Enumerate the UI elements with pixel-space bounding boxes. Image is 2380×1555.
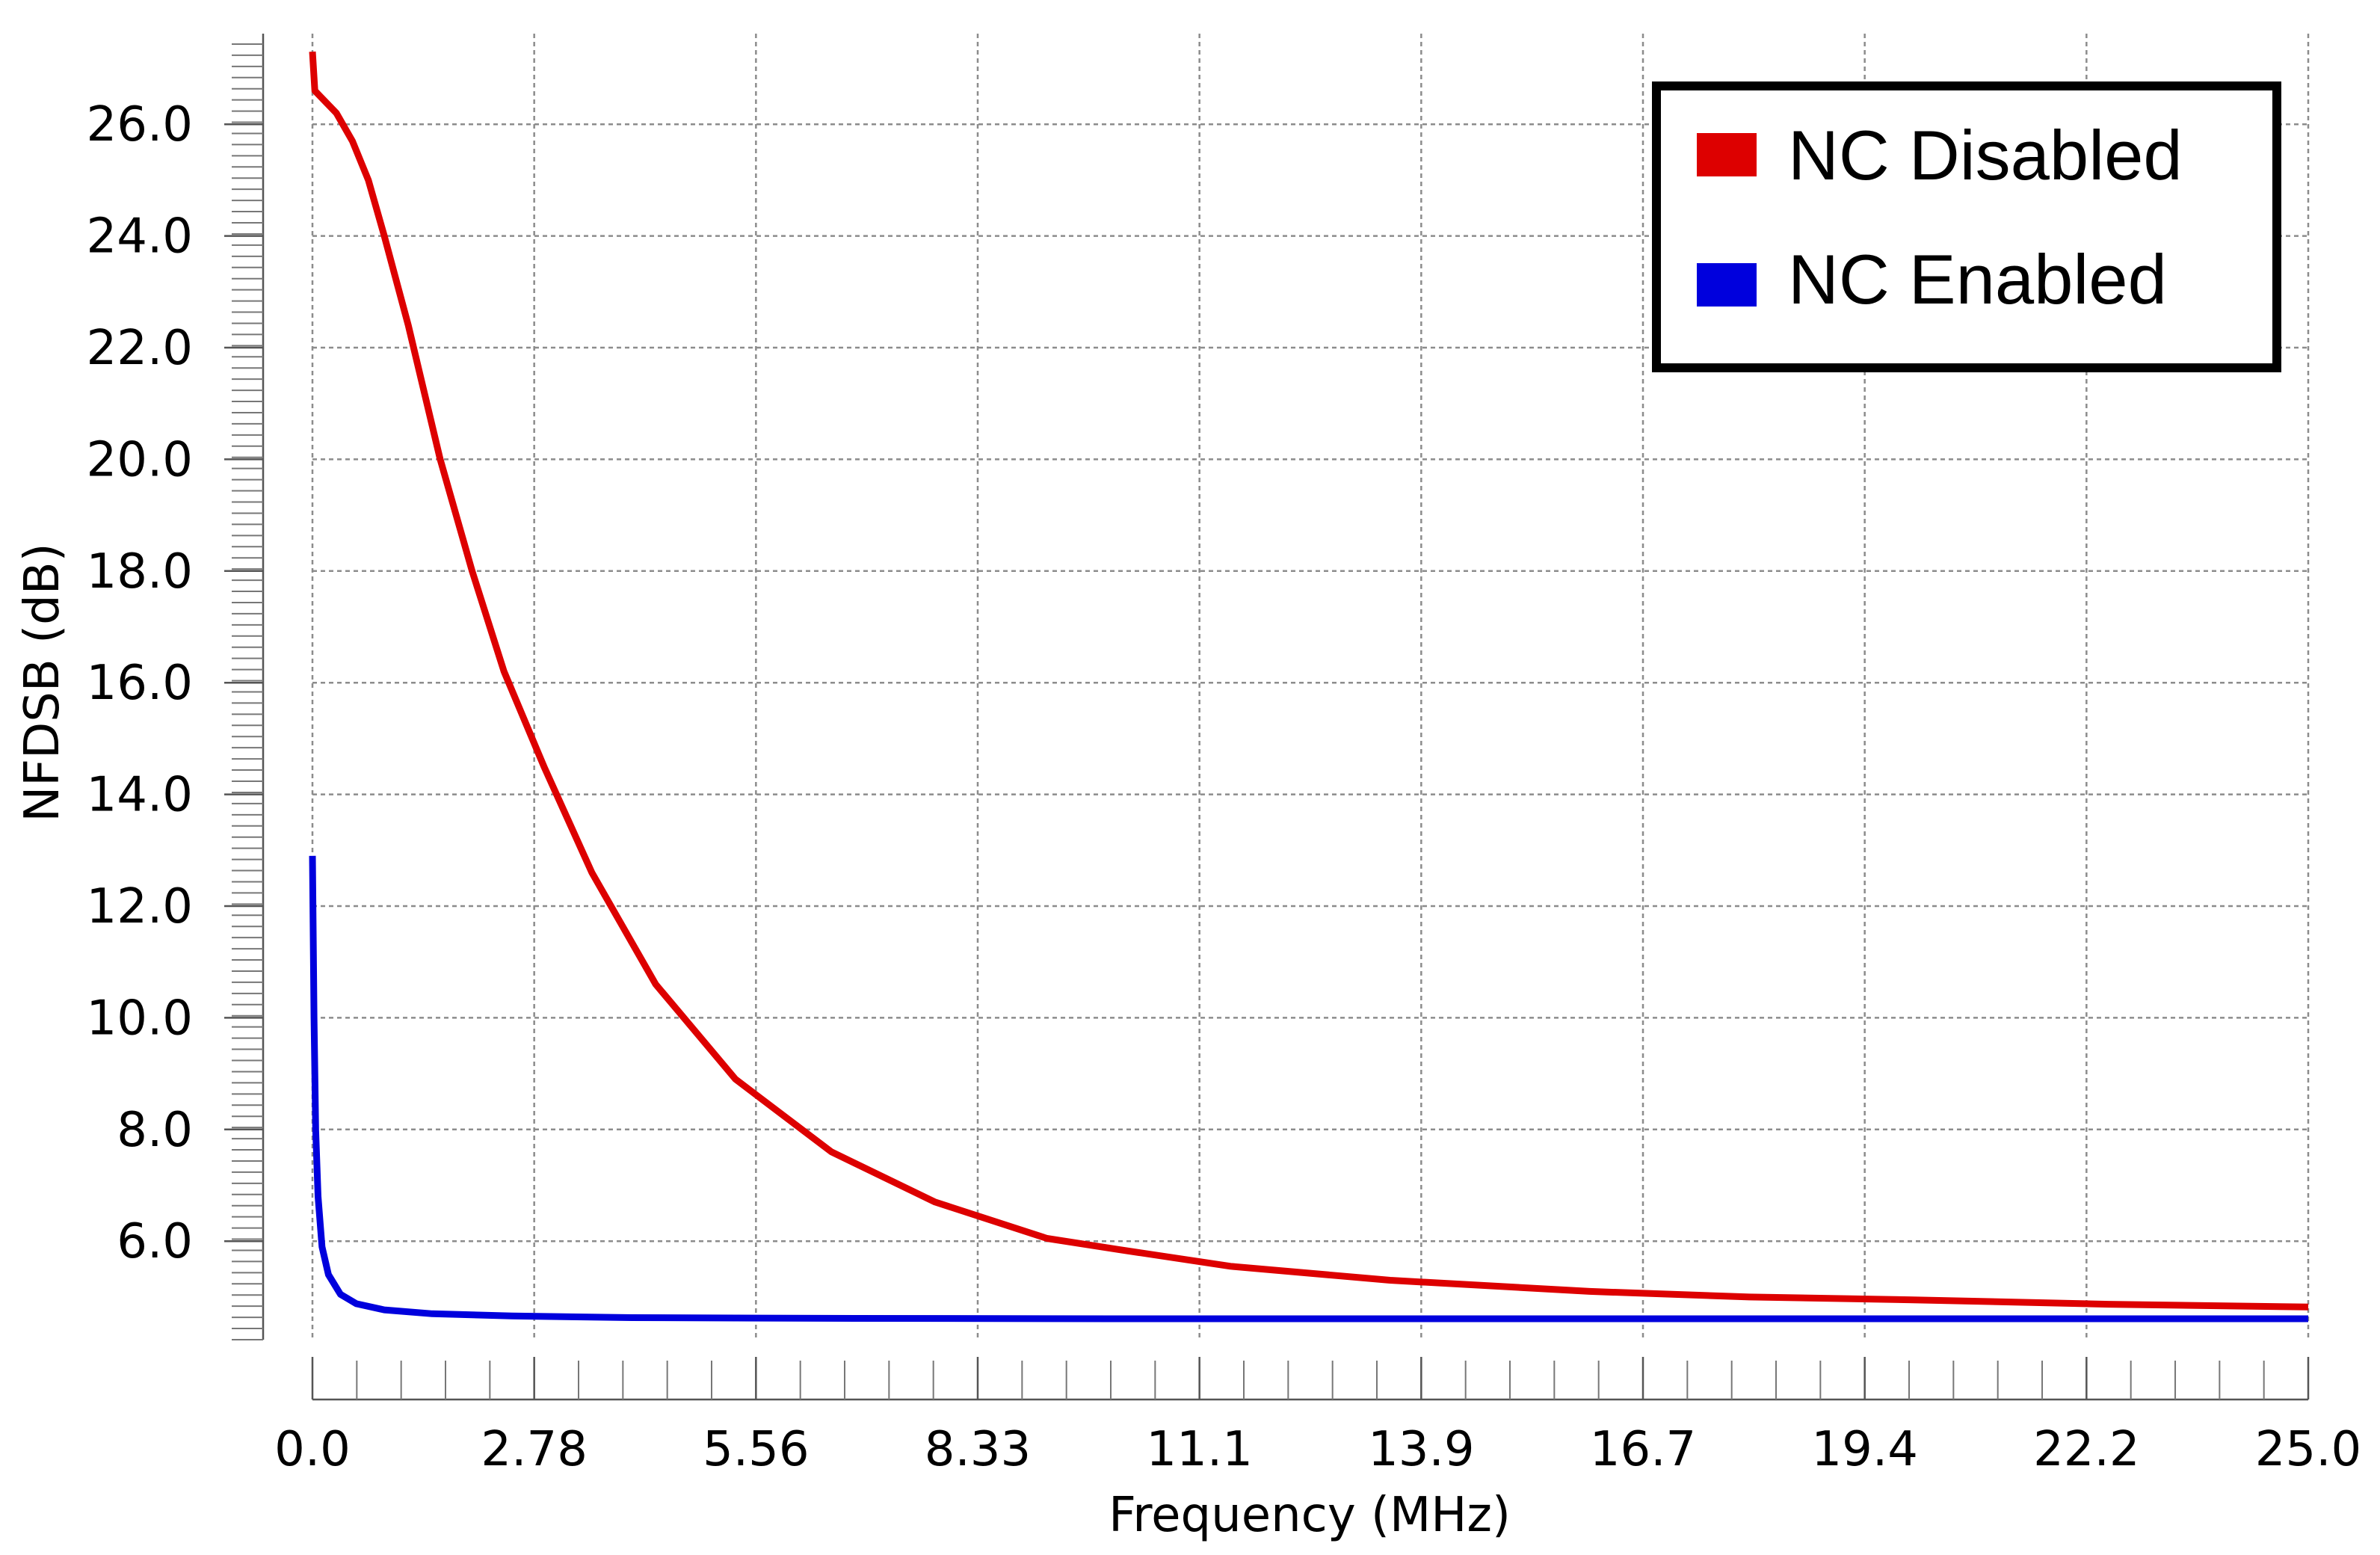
- y-tick-label: 16.0: [87, 656, 194, 711]
- x-tick-label: 11.1: [1146, 1422, 1253, 1477]
- y-tick-label: 22.0: [87, 321, 194, 376]
- y-axis: 6.0 8.0 10.0 12.0 14.0 16.0 18.0 20.0 22.0 24.0 26…: [87, 34, 265, 1340]
- x-tick-label: 13.9: [1368, 1422, 1475, 1477]
- x-axis-title: Frequency (MHz): [1109, 1488, 1511, 1543]
- series-layer: [309, 51, 2309, 1322]
- x-tick-label: 16.7: [1590, 1422, 1697, 1477]
- legend-swatch-nc-disabled: [1697, 133, 1757, 176]
- grid: [311, 34, 2310, 1340]
- y-axis-title: NFDSB (dB): [15, 543, 70, 822]
- y-tick-label: 12.0: [87, 879, 194, 934]
- series-line-nc-disabled: [309, 51, 2309, 1311]
- x-tick-label: 25.0: [2255, 1422, 2362, 1477]
- y-tick-label: 6.0: [117, 1214, 193, 1269]
- x-axis: 0.0 2.78 5.56 8.33 11.1 13.9 16.7 19.4 22.2 25.0: [274, 1357, 2361, 1477]
- series-line-nc-enabled: [309, 855, 2308, 1322]
- x-tick-label: 8.33: [925, 1422, 1032, 1477]
- y-tick-label: 20.0: [87, 432, 194, 487]
- y-tick-label: 8.0: [117, 1103, 193, 1158]
- y-tick-label: 18.0: [87, 544, 194, 600]
- x-tick-label: 2.78: [481, 1422, 588, 1477]
- legend: NC Disabled NC Enabled: [1652, 81, 2281, 372]
- legend-label-nc-disabled: NC Disabled: [1788, 116, 2183, 194]
- legend-label-nc-enabled: NC Enabled: [1788, 240, 2167, 318]
- legend-swatch-nc-enabled: [1697, 263, 1757, 307]
- y-tick-label: 14.0: [87, 768, 194, 823]
- x-tick-label: 5.56: [703, 1422, 810, 1477]
- y-tick-label: 26.0: [87, 97, 194, 153]
- x-tick-label: 22.2: [2033, 1422, 2140, 1477]
- y-tick-label: 10.0: [87, 991, 194, 1046]
- y-tick-label: 24.0: [87, 209, 194, 265]
- x-tick-label: 19.4: [1811, 1422, 1918, 1477]
- legend-box: [1652, 81, 2281, 372]
- x-tick-label: 0.0: [274, 1422, 351, 1477]
